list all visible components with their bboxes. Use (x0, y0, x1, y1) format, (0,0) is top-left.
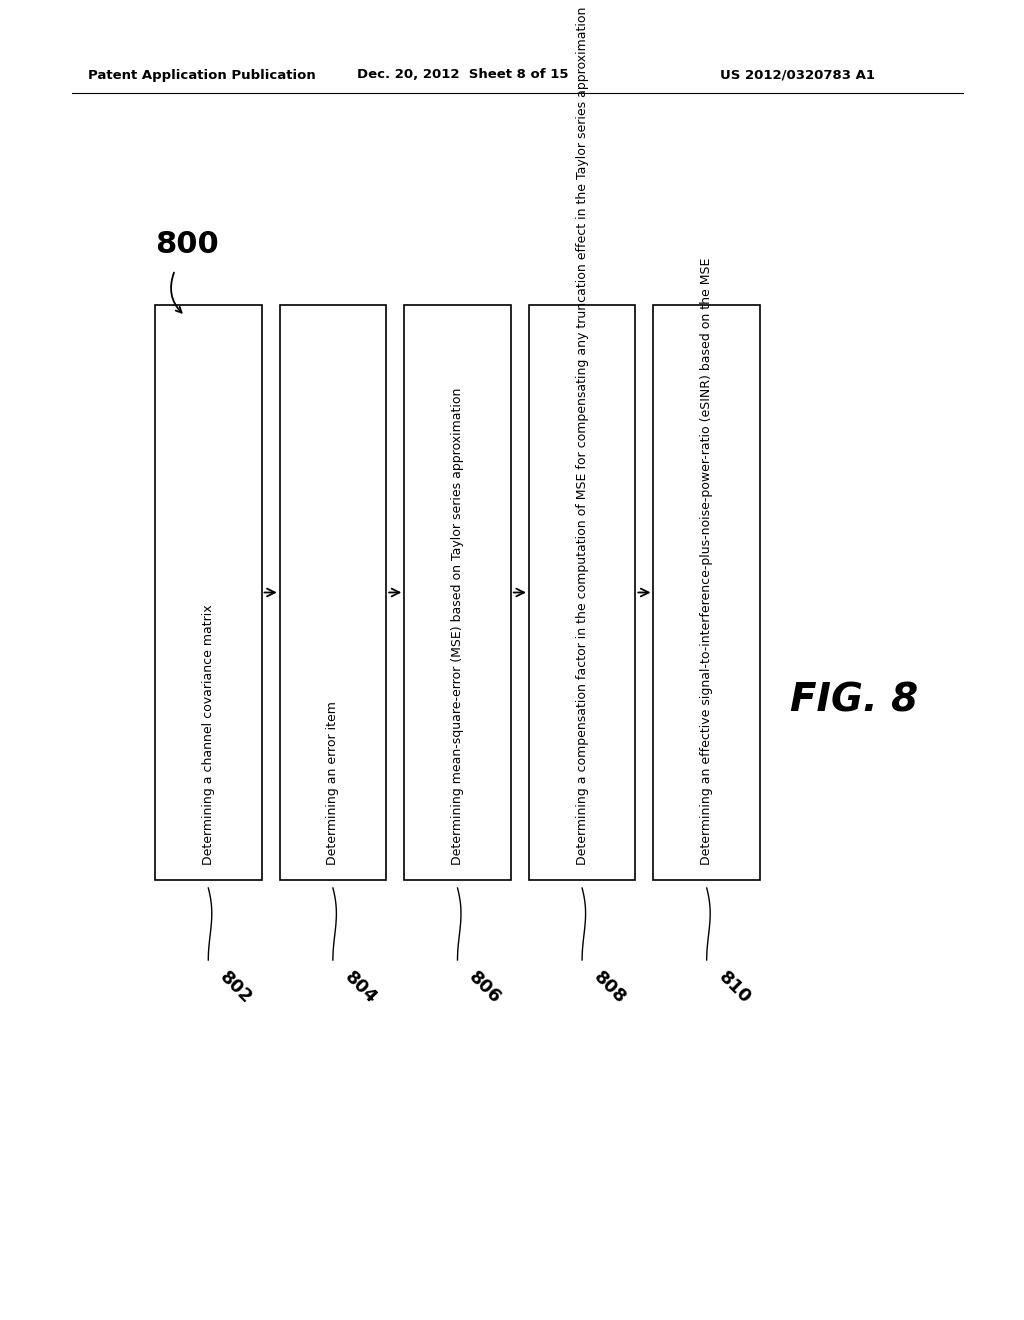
Text: Dec. 20, 2012  Sheet 8 of 15: Dec. 20, 2012 Sheet 8 of 15 (357, 69, 568, 82)
Text: Determining a compensation factor in the computation of MSE for compensating any: Determining a compensation factor in the… (575, 7, 589, 865)
Text: 802: 802 (216, 968, 256, 1007)
Bar (155, 305, 261, 880)
Bar (280, 305, 386, 880)
Text: Patent Application Publication: Patent Application Publication (88, 69, 315, 82)
Text: 800: 800 (155, 230, 219, 259)
Text: Determining a channel covariance matrix: Determining a channel covariance matrix (202, 605, 215, 865)
Bar (528, 305, 636, 880)
Bar (404, 305, 511, 880)
Text: Determining an error item: Determining an error item (327, 701, 339, 865)
Text: 804: 804 (341, 968, 380, 1007)
Text: Determining an effective signal-to-interference-plus-noise-power-ratio (eSINR) b: Determining an effective signal-to-inter… (700, 257, 713, 865)
Text: FIG. 8: FIG. 8 (790, 681, 919, 719)
Text: Determining mean-square-error (MSE) based on Taylor series approximation: Determining mean-square-error (MSE) base… (451, 388, 464, 865)
Bar (653, 305, 760, 880)
Text: US 2012/0320783 A1: US 2012/0320783 A1 (720, 69, 874, 82)
Text: 810: 810 (715, 968, 754, 1007)
Text: 808: 808 (590, 968, 630, 1007)
Text: 806: 806 (466, 968, 505, 1007)
